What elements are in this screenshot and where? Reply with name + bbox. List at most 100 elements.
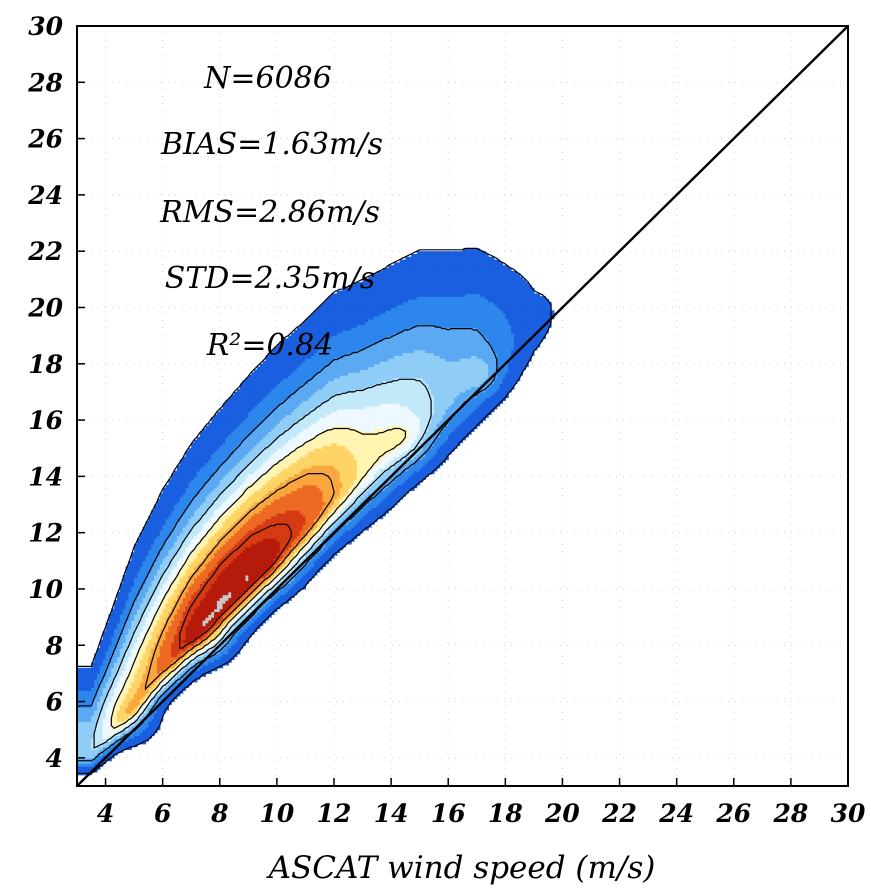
density-cell bbox=[122, 693, 127, 697]
density-cell bbox=[114, 721, 118, 725]
density-cell bbox=[128, 577, 132, 582]
density-cell bbox=[82, 738, 87, 742]
density-cell bbox=[134, 645, 138, 649]
density-cell bbox=[114, 715, 118, 720]
density-cell bbox=[85, 679, 90, 683]
density-cell bbox=[114, 642, 118, 646]
density-cell bbox=[122, 608, 127, 613]
density-cell bbox=[82, 740, 87, 745]
density-cell bbox=[79, 693, 84, 697]
density-cell bbox=[131, 726, 135, 731]
density-cell bbox=[119, 707, 124, 711]
density-cell bbox=[114, 676, 118, 680]
density-cell bbox=[96, 710, 101, 714]
density-cell bbox=[134, 684, 138, 689]
density-cell bbox=[119, 710, 124, 714]
density-cell bbox=[102, 684, 107, 689]
density-cell bbox=[88, 740, 92, 745]
density-cell bbox=[128, 712, 132, 717]
density-cell bbox=[94, 695, 98, 700]
density-cell bbox=[94, 712, 98, 717]
density-cell bbox=[94, 738, 98, 742]
density-cell bbox=[77, 724, 81, 728]
density-cell bbox=[99, 712, 104, 717]
density-cell bbox=[134, 695, 138, 700]
density-cell bbox=[102, 707, 107, 711]
density-cell bbox=[99, 667, 104, 672]
density-cell bbox=[122, 636, 127, 641]
density-cell bbox=[85, 710, 90, 714]
density-cell bbox=[99, 662, 104, 666]
density-cell bbox=[85, 701, 90, 705]
density-cell bbox=[125, 684, 129, 689]
density-cell bbox=[119, 732, 124, 736]
density-cell bbox=[131, 622, 135, 627]
density-cell bbox=[77, 760, 81, 765]
density-cell bbox=[122, 698, 127, 703]
density-cell bbox=[111, 752, 115, 756]
density-cell bbox=[82, 690, 87, 694]
density-cell bbox=[105, 636, 110, 641]
density-cell bbox=[131, 684, 135, 689]
density-cell bbox=[131, 676, 135, 680]
density-cell bbox=[99, 659, 104, 663]
density-cell bbox=[79, 712, 84, 717]
density-cell bbox=[116, 690, 121, 694]
density-cell bbox=[99, 698, 104, 703]
density-cell bbox=[114, 664, 118, 669]
density-cell bbox=[94, 684, 98, 689]
density-cell bbox=[91, 673, 95, 677]
density-field bbox=[77, 248, 555, 776]
density-cell bbox=[116, 746, 121, 750]
density-cell bbox=[77, 690, 81, 694]
density-cell bbox=[94, 704, 98, 708]
density-cell bbox=[79, 740, 84, 745]
density-cell bbox=[99, 718, 104, 722]
density-cell bbox=[108, 679, 112, 683]
density-cell bbox=[119, 718, 124, 722]
density-cell bbox=[114, 608, 118, 613]
density-cell bbox=[102, 732, 107, 736]
density-cell bbox=[122, 648, 127, 652]
density-cell bbox=[79, 715, 84, 720]
density-cell bbox=[102, 690, 107, 694]
density-cell bbox=[79, 710, 84, 714]
density-cell bbox=[108, 740, 112, 745]
density-cell bbox=[105, 718, 110, 722]
density-cell bbox=[131, 588, 135, 593]
density-cell bbox=[114, 662, 118, 666]
density-cell bbox=[122, 642, 127, 646]
density-cell bbox=[77, 710, 81, 714]
density-cell bbox=[131, 594, 135, 598]
density-cell bbox=[79, 724, 84, 728]
density-cell bbox=[131, 586, 135, 590]
density-cell bbox=[114, 614, 118, 618]
density-cell bbox=[134, 650, 138, 655]
density-cell bbox=[111, 712, 115, 717]
density-cell bbox=[114, 667, 118, 672]
density-cell bbox=[94, 676, 98, 680]
density-cell bbox=[116, 597, 121, 601]
density-cell bbox=[108, 670, 112, 674]
density-cell bbox=[88, 729, 92, 734]
density-cell bbox=[114, 600, 118, 604]
density-cell bbox=[99, 656, 104, 660]
density-cell bbox=[125, 715, 129, 720]
density-cell bbox=[108, 631, 112, 635]
density-cell bbox=[128, 614, 132, 618]
density-cell bbox=[96, 679, 101, 683]
density-cell bbox=[134, 693, 138, 697]
density-cell bbox=[94, 698, 98, 703]
density-cell bbox=[105, 650, 110, 655]
density-cell bbox=[125, 588, 129, 593]
density-cell bbox=[96, 690, 101, 694]
density-cell bbox=[82, 746, 87, 750]
density-cell bbox=[108, 617, 112, 621]
density-cell bbox=[125, 673, 129, 677]
density-cell bbox=[79, 701, 84, 705]
density-cell bbox=[119, 608, 124, 613]
density-cell bbox=[128, 563, 132, 568]
density-cell bbox=[125, 625, 129, 629]
density-cell bbox=[111, 656, 115, 660]
density-cell bbox=[88, 763, 92, 767]
